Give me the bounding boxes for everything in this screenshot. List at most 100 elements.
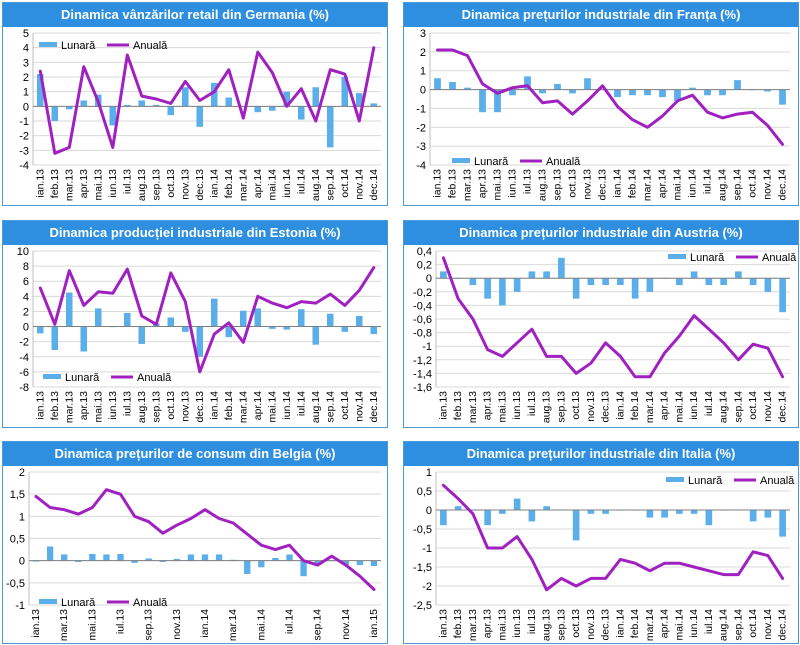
bar-monthly: [513, 278, 521, 292]
x-tick-label: nov.14: [762, 169, 774, 200]
line-annual: [441, 256, 785, 379]
bar-monthly: [779, 89, 786, 105]
legend-swatch-monthly: [39, 42, 57, 47]
y-tick-label: -3: [19, 145, 29, 157]
x-tick-label: apr.14: [252, 169, 264, 198]
x-tick-label: aug.14: [718, 609, 730, 641]
x-tick-label: feb.14: [223, 391, 235, 420]
bar-monthly: [704, 89, 711, 96]
chart-title: Dinamica producției industriale din Esto…: [3, 221, 387, 245]
chart-title: Dinamica prețurilor industriale din Aust…: [404, 221, 798, 245]
x-tick-label: oct.13: [567, 169, 579, 198]
bar-monthly: [572, 510, 580, 541]
bar-monthly: [152, 104, 160, 107]
x-tick-label: mai.14: [266, 169, 278, 201]
y-tick-label: 8: [23, 261, 29, 273]
x-tick-label: aug.13: [541, 391, 553, 423]
bar-monthly: [646, 510, 654, 518]
x-tick-label: iul.14: [295, 169, 307, 194]
x-tick-label: dec.13: [194, 391, 206, 423]
x-tick-label: apr.14: [252, 391, 264, 420]
x-tick-label: sep.14: [312, 609, 324, 641]
bar-monthly: [584, 78, 591, 90]
y-tick-label: -0,2: [413, 287, 432, 299]
bar-monthly: [103, 554, 110, 561]
bar-monthly: [341, 77, 349, 107]
x-tick-label: nov.13: [179, 391, 191, 422]
x-tick-label: nov.14: [762, 391, 774, 422]
legend-swatch-monthly: [39, 599, 57, 604]
legend: Lunară Anuală: [452, 156, 581, 168]
y-tick-label: -0,5: [413, 524, 432, 536]
y-tick-label: 3: [420, 28, 426, 40]
bar-monthly: [764, 278, 772, 292]
x-tick-label: sep.14: [324, 169, 336, 201]
x-tick-label: iul.14: [295, 391, 307, 416]
bar-monthly: [131, 560, 138, 563]
legend: Lunară Anuală: [39, 597, 168, 609]
x-tick-label: nov.14: [353, 391, 365, 422]
y-tick-label: 2: [420, 47, 426, 59]
bar-monthly: [286, 554, 293, 561]
legend-label-annual: Anuală: [762, 252, 797, 264]
bar-monthly: [187, 554, 195, 561]
y-tick-label: 5: [23, 28, 29, 40]
x-tick-label: mar.13: [63, 391, 75, 423]
bar-monthly: [558, 257, 565, 279]
x-tick-label: mar.13: [58, 609, 70, 641]
bar-monthly: [196, 106, 204, 127]
bar-monthly: [244, 560, 251, 574]
bar-monthly: [434, 78, 441, 90]
x-tick-label: dec.14: [368, 391, 380, 423]
x-tick-label: sep.14: [732, 169, 744, 201]
x-tick-label: mai.13: [86, 609, 98, 641]
x-tick-label: oct.13: [570, 609, 582, 638]
legend-label-monthly: Lunară: [690, 252, 725, 264]
bar-monthly: [80, 326, 88, 352]
bar-monthly: [370, 326, 378, 335]
y-tick-label: -4: [19, 160, 29, 172]
bar-monthly: [779, 278, 786, 313]
bar-monthly: [513, 498, 521, 510]
bar-monthly: [46, 546, 54, 561]
x-tick-label: mar.14: [237, 391, 249, 423]
y-tick-label: -1,4: [413, 368, 432, 380]
y-tick-label: -1,6: [413, 382, 432, 394]
y-tick-label: -0,8: [413, 328, 432, 340]
x-tick-label: iun.14: [688, 609, 700, 638]
bar-monthly: [167, 317, 175, 327]
y-tick-label: -1: [416, 103, 426, 115]
bar-monthly: [690, 271, 698, 279]
x-tick-label: mai.13: [92, 391, 104, 423]
bar-monthly: [326, 106, 334, 148]
x-tick-label: mar.13: [63, 169, 75, 201]
chart-panel-belgium: Dinamica prețurilor de consum din Belgia…: [2, 441, 388, 644]
x-tick-label: mai.14: [673, 609, 685, 641]
y-tick-label: -2: [416, 122, 426, 134]
bar-monthly: [138, 100, 146, 107]
y-tick-label: -1,2: [413, 355, 432, 367]
bar-monthly: [258, 560, 265, 568]
x-tick-label: ian.14: [614, 391, 626, 420]
bar-monthly: [749, 278, 757, 285]
bar-monthly: [629, 89, 636, 96]
bar-monthly: [61, 554, 68, 561]
x-tick-label: sep.13: [552, 169, 564, 201]
chart-belgium: -1 -0,5 0 0,5 1 1,5 2 ian.13 mar.13 mai.13 iul.13 s…: [6, 467, 381, 641]
x-tick-label: nov.14: [340, 609, 352, 640]
y-tick-label: -2,5: [413, 600, 432, 612]
legend: Lunară Anuală: [43, 372, 172, 384]
bar-monthly: [117, 554, 124, 561]
y-tick-label: -1: [422, 543, 432, 555]
x-tick-label: aug.14: [310, 169, 322, 201]
bar-monthly: [554, 83, 561, 90]
x-tick-label: aug.14: [310, 391, 322, 423]
y-tick-label: 0: [19, 556, 25, 568]
chart-title: Dinamica prețurilor de consum din Belgia…: [3, 442, 387, 466]
x-tick-label: iun.14: [688, 391, 700, 420]
chart-panel-italy: Dinamica prețurilor industriale din Ital…: [403, 441, 799, 644]
x-tick-label: ian.13: [437, 609, 449, 638]
x-tick-label: mai.14: [672, 169, 684, 201]
